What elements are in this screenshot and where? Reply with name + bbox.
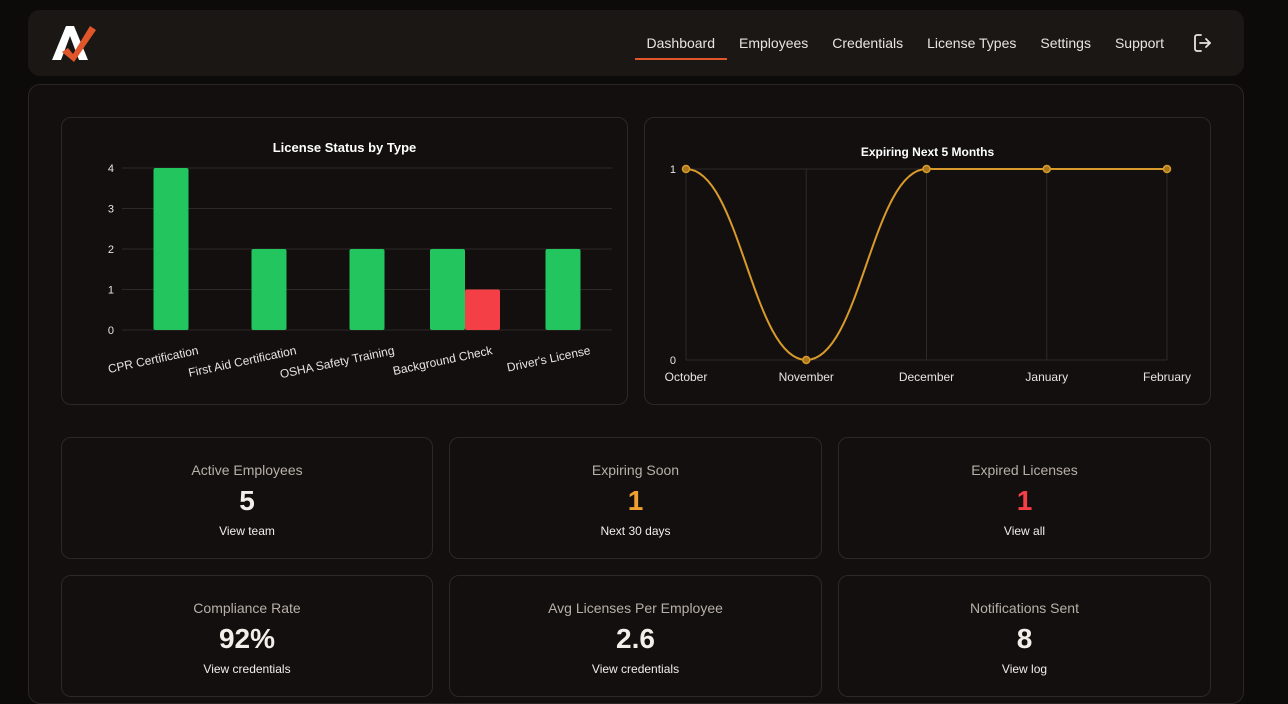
stat-label: Avg Licenses Per Employee	[548, 600, 723, 616]
stat-label: Compliance Rate	[193, 600, 301, 616]
line-y-tick-label: 1	[670, 164, 676, 176]
bar-y-tick-label: 2	[108, 244, 114, 256]
stat-value: 5	[239, 485, 255, 516]
stat-card-avg-licenses[interactable]: Avg Licenses Per Employee 2.6 View crede…	[449, 575, 822, 697]
top-navigation-bar: Dashboard Employees Credentials License …	[28, 10, 1244, 76]
bar	[153, 168, 189, 330]
license-status-chart-card: License Status by Type 0 1 2 3 4 CPR Certific…	[61, 117, 628, 405]
stat-card-active-employees[interactable]: Active Employees 5 View team	[61, 437, 433, 559]
bar-y-tick-label: 4	[108, 163, 114, 175]
stat-label: Active Employees	[191, 462, 303, 478]
expiring-line-chart: 0 1 October November December January February	[665, 164, 1191, 384]
nav-license-types[interactable]: License Types	[927, 35, 1017, 51]
line-point	[802, 355, 811, 365]
nav-dashboard[interactable]: Dashboard	[634, 10, 727, 76]
main-nav: Dashboard Employees Credentials License …	[623, 10, 1214, 76]
expiring-series-line	[685, 168, 1167, 362]
stat-label: Expiring Soon	[591, 462, 680, 478]
line-point	[1042, 164, 1051, 174]
bar	[545, 249, 581, 330]
stat-value: 1	[627, 485, 644, 516]
bar-x-tick-label: OSHA Safety Training	[279, 343, 396, 381]
app-logo[interactable]	[48, 20, 98, 66]
stat-value: 1	[1016, 485, 1033, 516]
bar	[251, 249, 287, 330]
stat-card-expired-licenses[interactable]: Expired Licenses 1 View all	[838, 437, 1211, 559]
stat-label: Expired Licenses	[971, 462, 1078, 478]
stat-value: 2.6	[616, 623, 655, 654]
nav-employees[interactable]: Employees	[739, 35, 809, 51]
stat-value: 8	[1016, 623, 1033, 654]
line-chart-title: Expiring Next 5 Months	[860, 145, 995, 159]
line-x-tick-label: October	[665, 370, 708, 384]
line-x-tick-label: December	[899, 370, 954, 384]
view-team-link[interactable]: View team	[219, 524, 275, 538]
bar-y-tick-label: 0	[108, 325, 114, 337]
bar	[430, 249, 465, 330]
bar-chart-title: License Status by Type	[272, 140, 417, 155]
stat-value: 92%	[218, 623, 276, 654]
bar-x-tick-label: CPR Certification	[107, 343, 200, 376]
bar	[349, 249, 385, 330]
expiring-chart-card: Expiring Next 5 Months 0 1 October November…	[644, 117, 1211, 405]
line-y-tick-label: 0	[670, 355, 676, 367]
view-all-link[interactable]: View all	[1003, 524, 1046, 538]
bar-y-tick-label: 1	[108, 285, 114, 297]
stat-card-notifications-sent[interactable]: Notifications Sent 8 View log	[838, 575, 1211, 697]
view-credentials-link[interactable]: View credentials	[591, 662, 680, 676]
line-x-tick-label: January	[1025, 370, 1068, 384]
stat-card-compliance-rate[interactable]: Compliance Rate 92% View credentials	[61, 575, 433, 697]
view-credentials-link[interactable]: View credentials	[203, 662, 291, 676]
nav-credentials[interactable]: Credentials	[832, 35, 904, 51]
nav-support[interactable]: Support	[1114, 35, 1164, 51]
next-30-days-link[interactable]: Next 30 days	[600, 524, 671, 538]
stat-card-expiring-soon[interactable]: Expiring Soon 1 Next 30 days	[449, 437, 822, 559]
bar-x-tick-label: Background Check	[392, 343, 495, 378]
nav-settings[interactable]: Settings	[1040, 35, 1091, 51]
stat-label: Notifications Sent	[970, 600, 1079, 616]
logout-icon[interactable]	[1192, 32, 1214, 54]
line-x-tick-label: February	[1143, 370, 1191, 384]
line-x-tick-label: November	[779, 370, 834, 384]
bar-x-tick-label: Driver's License	[506, 343, 592, 374]
line-point	[681, 164, 691, 174]
line-point	[1162, 164, 1172, 174]
view-log-link[interactable]: View log	[1001, 662, 1048, 676]
bar	[465, 289, 500, 330]
line-point	[922, 164, 931, 174]
bar-y-tick-label: 3	[108, 204, 114, 216]
